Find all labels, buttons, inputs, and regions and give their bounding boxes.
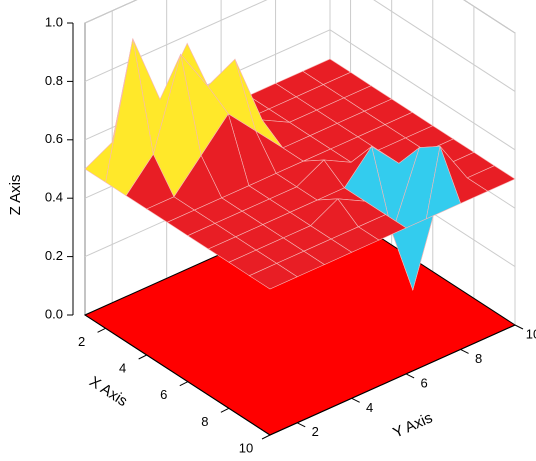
x-tick: [138, 354, 147, 360]
y-tick-label: 2: [312, 424, 319, 439]
z-tick-label: 0.4: [45, 190, 63, 205]
x-tick: [220, 407, 230, 413]
axis-edge: [84, 314, 516, 436]
y-tick: [296, 422, 306, 428]
y-tick-label: 8: [475, 351, 482, 366]
y-tick: [460, 348, 469, 354]
x-tick-label: 4: [119, 360, 126, 375]
x-tick-label: 2: [78, 334, 85, 349]
x-tick-label: 8: [201, 414, 208, 429]
x-tick: [261, 434, 271, 440]
z-axis-title: Z Axis: [7, 175, 24, 216]
y-tick-label: 4: [366, 400, 373, 415]
z-tick-label: 1.0: [45, 14, 63, 29]
z-tick-label: 0.8: [45, 73, 63, 88]
z-tick-label: 0.0: [45, 306, 63, 321]
x-axis-title: X Axis: [86, 373, 130, 410]
x-tick: [179, 381, 189, 387]
z-tick-label: 0.6: [45, 131, 63, 146]
y-tick: [405, 373, 415, 379]
y-axis-title: Y Axis: [390, 409, 435, 441]
y-tick: [514, 324, 524, 330]
surface-cell: [248, 263, 298, 290]
z-tick-label: 0.2: [45, 248, 63, 263]
y-tick: [351, 397, 360, 403]
y-tick-label: 10: [526, 326, 536, 341]
x-tick-label: 6: [160, 387, 167, 402]
y-tick-label: 6: [420, 375, 427, 390]
x-tick: [97, 327, 106, 333]
x-tick-label: 10: [239, 440, 253, 455]
